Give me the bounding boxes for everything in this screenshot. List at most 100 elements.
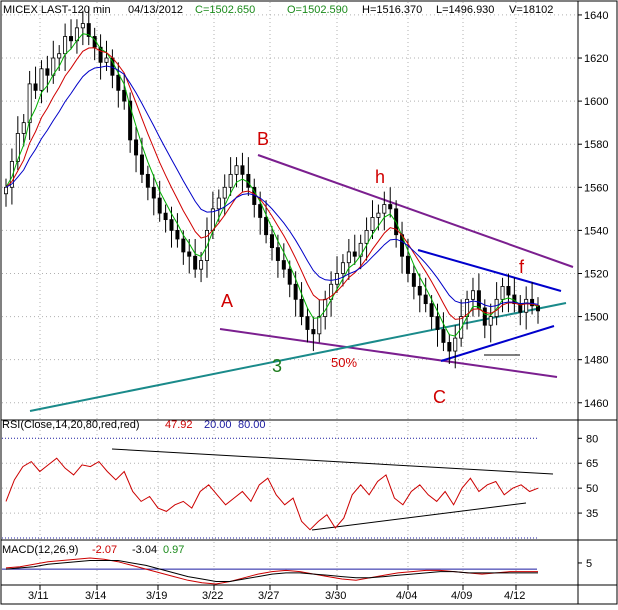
- candle-body: [57, 53, 62, 59]
- y-tick-label: 1540: [584, 225, 608, 237]
- candle-body: [346, 251, 351, 264]
- candle-body: [63, 36, 68, 55]
- price-candle: [287, 260, 292, 298]
- candle-body: [4, 186, 9, 195]
- y-tick-label: 80: [586, 433, 598, 445]
- price-candle: [21, 114, 26, 147]
- candle-body: [370, 217, 375, 231]
- rsi-label: RSI(Close,14,20,80,red,red): [2, 419, 140, 431]
- price-candle: [429, 295, 434, 330]
- price-candle: [74, 19, 79, 54]
- rsi-lower-trendline: [311, 502, 527, 531]
- price-candle: [346, 239, 351, 280]
- y-tick-label: 1620: [584, 53, 608, 65]
- label-A: A: [221, 291, 233, 311]
- price-candle: [86, 6, 91, 46]
- candle-body: [470, 290, 475, 300]
- price-candle: [240, 152, 245, 192]
- price-candle: [364, 217, 369, 261]
- rsi-upper-value: 80.00: [238, 419, 266, 431]
- price-candle: [388, 187, 393, 218]
- candle-body: [476, 290, 481, 309]
- price-candle: [134, 126, 139, 173]
- price-candle: [311, 316, 316, 352]
- candle-body: [435, 316, 440, 330]
- price-candle: [187, 239, 192, 274]
- candle-body: [287, 268, 292, 285]
- candle-body: [33, 83, 38, 91]
- candle-body: [429, 303, 434, 317]
- y-tick-label: 50: [586, 483, 598, 495]
- candle-body: [246, 173, 251, 188]
- candle-body: [305, 316, 310, 330]
- header-open: O=1502.590: [287, 4, 348, 16]
- candle-body: [317, 316, 322, 335]
- candle-body: [163, 212, 168, 221]
- candle-body: [382, 204, 387, 214]
- header-date: 04/13/2012: [128, 4, 183, 16]
- y-tick-label: 35: [586, 508, 598, 520]
- candle-body: [536, 305, 541, 312]
- price-candle: [193, 239, 198, 278]
- price-candle: [317, 299, 322, 343]
- candle-body: [411, 273, 416, 287]
- y-tick-label: 1480: [584, 355, 608, 367]
- candle-body: [482, 307, 487, 326]
- candle-body: [139, 154, 144, 175]
- candle-body: [104, 57, 109, 63]
- candle-body: [530, 298, 535, 307]
- price-candle: [453, 325, 458, 369]
- candle-body: [222, 186, 227, 199]
- ma-mid-line: [5, 47, 539, 320]
- price-candle: [122, 73, 127, 110]
- candle-body: [364, 229, 369, 244]
- candle-body: [293, 283, 298, 300]
- price-candle: [299, 282, 304, 326]
- candle-body: [27, 83, 32, 124]
- candle-body: [417, 286, 422, 296]
- price-candle: [110, 49, 115, 89]
- price-candle: [27, 70, 32, 140]
- price-candle: [39, 60, 44, 104]
- header-high: H=1516.370: [362, 4, 422, 16]
- rsi-upper-trendline: [111, 448, 554, 475]
- upper-channel-line: [257, 154, 574, 268]
- candle-body: [151, 186, 156, 199]
- price-candle: [423, 277, 428, 313]
- x-tick-label: 3/22: [202, 590, 223, 602]
- candle-body: [234, 165, 239, 175]
- candle-body: [358, 242, 363, 257]
- price-candle: [281, 243, 286, 278]
- candle-body: [299, 298, 304, 317]
- price-candle: [488, 303, 493, 343]
- axis-ticks: 3/11 3/14 3/19 3/22 3/27 3/30 4/04 4/09 4/12 1640…: [28, 10, 608, 602]
- candle-body: [86, 23, 91, 37]
- header-volume: V=18102: [509, 4, 553, 16]
- candle-body: [488, 316, 493, 326]
- label-C: C: [433, 387, 446, 407]
- macd-label: MACD(12,26,9): [2, 544, 78, 556]
- candle-body: [258, 204, 263, 218]
- macd-value: -2.07: [92, 544, 117, 556]
- price-candle: [4, 178, 9, 207]
- price-candle: [163, 204, 168, 233]
- x-tick-label: 4/12: [504, 590, 525, 602]
- candle-body: [524, 298, 529, 313]
- price-candle: [305, 307, 310, 343]
- candle-body: [352, 251, 357, 257]
- macd-signal-value: -3.04: [132, 544, 157, 556]
- price-candle: [228, 157, 233, 196]
- price-candle: [518, 295, 523, 326]
- candle-body: [388, 204, 393, 210]
- candle-body: [423, 294, 428, 305]
- candle-body: [80, 23, 85, 29]
- price-candle: [411, 264, 416, 300]
- candle-body: [116, 74, 121, 91]
- price-candle: [358, 234, 363, 270]
- candle-body: [216, 197, 221, 210]
- candle-body: [134, 139, 139, 156]
- label-f: f: [519, 257, 525, 277]
